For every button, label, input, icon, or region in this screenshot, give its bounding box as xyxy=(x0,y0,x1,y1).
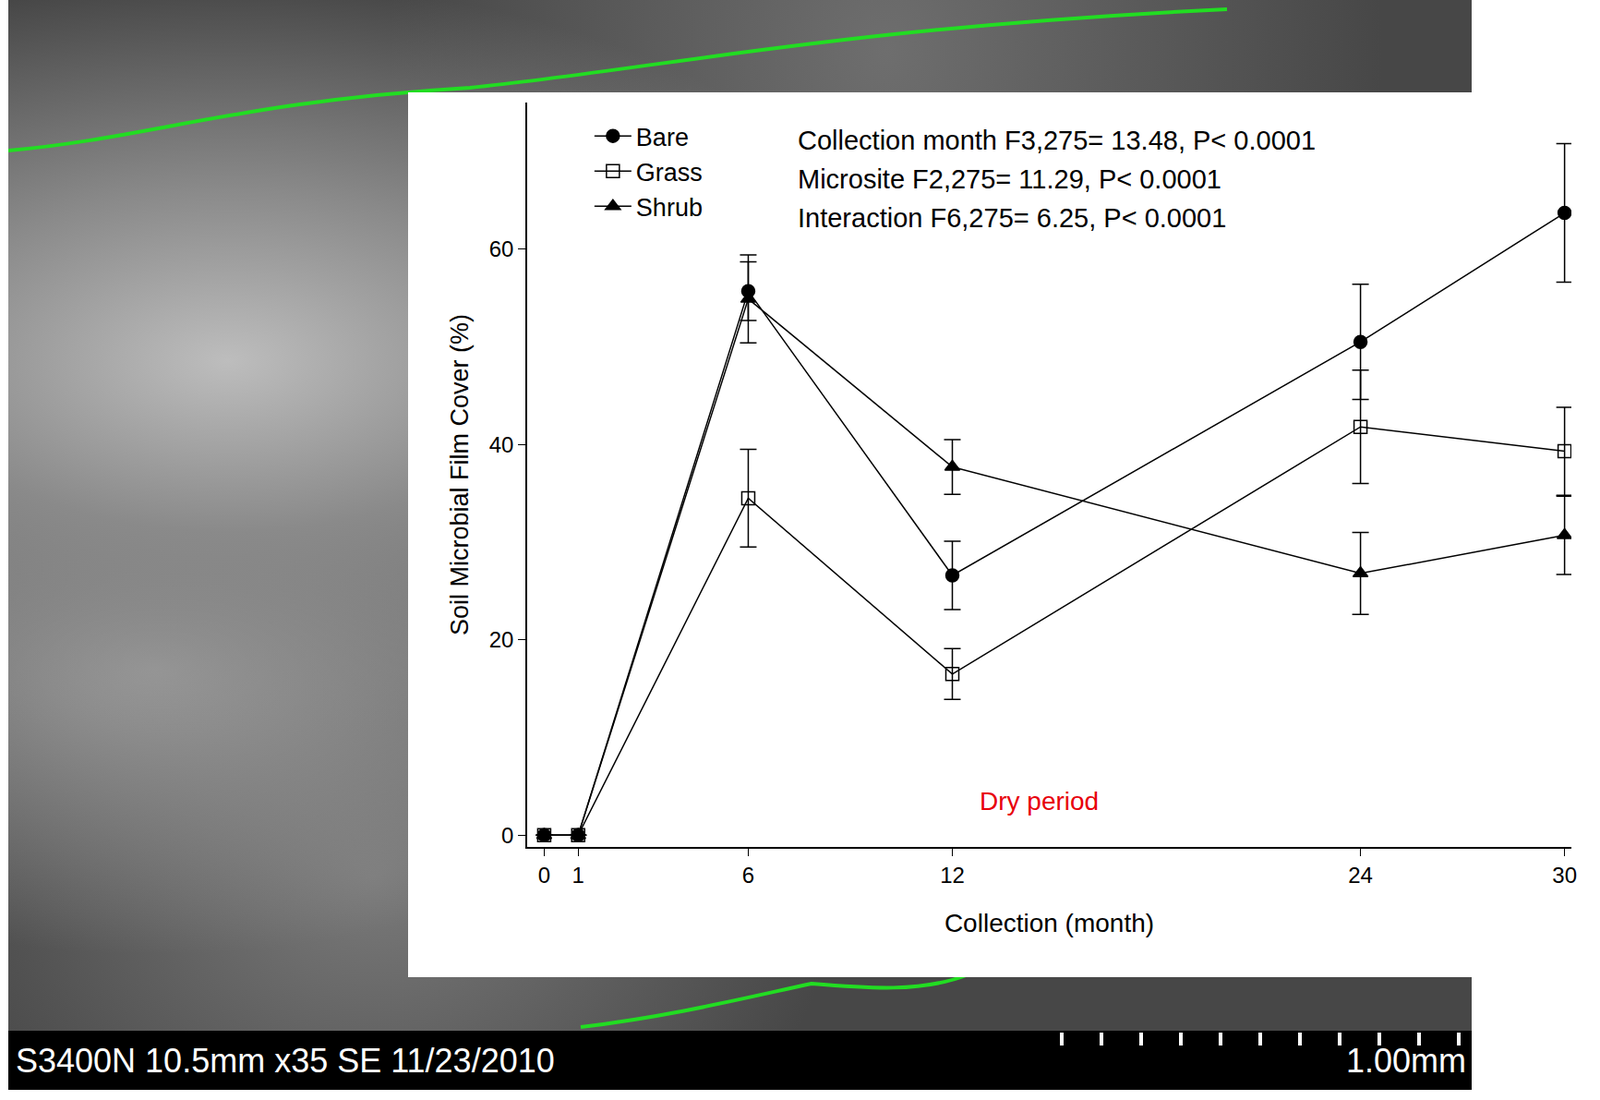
svg-text:24: 24 xyxy=(1347,862,1373,888)
svg-text:40: 40 xyxy=(489,432,515,458)
svg-text:0: 0 xyxy=(501,822,514,848)
svg-text:Dry period: Dry period xyxy=(979,786,1099,816)
svg-text:30: 30 xyxy=(1551,862,1577,888)
svg-text:Bare: Bare xyxy=(636,123,689,152)
html-text:S3400N 10.5mm x35 SE 11/23/201: S3400N 10.5mm x35 SE 11/23/2010 xyxy=(15,1041,555,1080)
svg-text:12: 12 xyxy=(939,862,965,888)
svg-text:Microsite F2,275= 11.29, P< 0.: Microsite F2,275= 11.29, P< 0.0001 xyxy=(797,164,1222,194)
svg-text:20: 20 xyxy=(489,626,515,652)
svg-text:Collection (month): Collection (month) xyxy=(944,908,1155,938)
svg-text:0: 0 xyxy=(538,862,551,888)
svg-text:60: 60 xyxy=(489,236,515,262)
svg-text:Shrub: Shrub xyxy=(636,193,703,222)
svg-text:Interaction F6,275= 6.25, P< 0: Interaction F6,275= 6.25, P< 0.0001 xyxy=(797,203,1227,233)
html-text:1.00mm: 1.00mm xyxy=(1346,1041,1467,1080)
svg-text:Soil Microbial Film Cover (%): Soil Microbial Film Cover (%) xyxy=(445,313,474,636)
svg-text:1: 1 xyxy=(572,862,585,888)
svg-text:Grass: Grass xyxy=(636,158,703,187)
svg-text:Collection month F3,275= 13.48: Collection month F3,275= 13.48, P< 0.000… xyxy=(797,125,1316,156)
svg-text:6: 6 xyxy=(742,862,755,888)
